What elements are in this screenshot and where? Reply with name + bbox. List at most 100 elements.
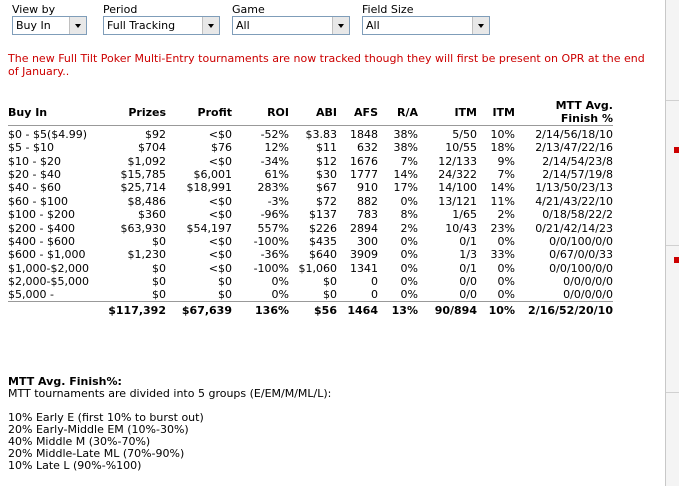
table-cell: $0 <box>218 275 232 289</box>
table-cell: $1,000-$2,000 <box>8 261 89 275</box>
table-cell: 8% <box>400 208 418 222</box>
table-cell: $15,785 <box>120 167 167 181</box>
table-cell: $60 - $100 <box>8 194 68 208</box>
table-row: $20 - $40 $15,785 $6,001 61% $30 1777 14% 24/32… <box>8 168 613 181</box>
table-cell: 3909 <box>350 248 378 262</box>
table-cell: 17% <box>393 181 418 195</box>
table-cell: <$0 <box>208 234 232 248</box>
table-row: $1,000-$2,000 $0 <$0 -100% $1,060 1341 0% 0/1 0%… <box>8 262 613 275</box>
table-cell: 4/21/43/22/10 <box>535 194 613 208</box>
table-cell: $1,230 <box>127 248 167 262</box>
table-cell: 0/21/42/14/23 <box>535 221 613 235</box>
table-cell: $0 <box>152 234 166 248</box>
table-cell: $704 <box>138 141 166 155</box>
view-by-group: View by <box>12 3 55 17</box>
col-header[interactable]: R/A <box>378 99 418 126</box>
side-panel-strip <box>666 0 679 486</box>
panel-divider <box>665 0 666 486</box>
col-header[interactable]: ABI <box>289 99 337 126</box>
table-cell: -34% <box>260 154 289 168</box>
table-cell: 632 <box>357 141 378 155</box>
table-cell: 14% <box>490 181 515 195</box>
chevron-down-icon[interactable] <box>472 17 489 34</box>
table-cell: 0% <box>400 275 418 289</box>
table-cell: $640 <box>309 248 337 262</box>
period-group: Period <box>103 3 137 17</box>
col-header[interactable]: MTT Avg. Finish % <box>515 99 613 126</box>
table-row: $5,000 - $0 $0 0% $0 0 0% 0/0 0% 0/0/0/0/0 <box>8 288 613 302</box>
table-cell: $63,930 <box>120 221 167 235</box>
table-cell: -100% <box>253 234 289 248</box>
col-header[interactable]: Buy In <box>8 99 108 126</box>
chevron-down-icon[interactable] <box>69 17 86 34</box>
table-cell: $18,991 <box>186 181 233 195</box>
table-cell: $0 <box>323 288 337 302</box>
game-select[interactable]: All <box>232 16 350 35</box>
table-cell: $3.83 <box>305 128 338 141</box>
table-cell: <$0 <box>208 261 232 275</box>
field-size-label: Field Size <box>362 3 414 16</box>
table-cell: $20 - $40 <box>8 167 61 181</box>
col-header[interactable]: AFS <box>337 99 378 126</box>
chevron-down-icon[interactable] <box>332 17 349 34</box>
table-cell: $5,000 - <box>8 288 54 302</box>
side-divider <box>666 100 679 101</box>
chevron-down-icon[interactable] <box>202 17 219 34</box>
table-cell: 2% <box>400 221 418 235</box>
table-cell: $40 - $60 <box>8 181 61 195</box>
table-cell: 0/0 <box>459 288 477 302</box>
table-cell: $0 <box>218 288 232 302</box>
legend-item: 20% Middle-Late ML (70%-90%) <box>8 447 185 460</box>
table-cell: $360 <box>138 208 166 222</box>
table-cell: 10% <box>490 128 515 141</box>
table-cell: 0/67/0/0/33 <box>549 248 613 262</box>
table-cell: 0/0 <box>459 275 477 289</box>
finish-legend: MTT Avg. Finish%: MTT tournaments are di… <box>8 376 331 472</box>
table-cell: $72 <box>316 194 337 208</box>
col-header[interactable]: ROI <box>232 99 289 126</box>
table-cell: 0/0/100/0/0 <box>549 261 613 275</box>
table-cell: 0 <box>371 288 378 302</box>
game-value: All <box>236 19 250 32</box>
view-by-value: Buy In <box>16 19 51 32</box>
table-cell: 14% <box>393 167 418 181</box>
table-cell: $400 - $600 <box>8 234 75 248</box>
table-cell: $30 <box>316 167 337 181</box>
view-by-select[interactable]: Buy In <box>12 16 87 35</box>
side-divider <box>666 392 679 393</box>
table-cell: $0 <box>323 275 337 289</box>
table-cell: $92 <box>145 128 166 141</box>
table-cell: 882 <box>357 194 378 208</box>
table-cell: -36% <box>260 248 289 262</box>
col-header[interactable]: Prizes <box>108 99 166 126</box>
total-cell: $56 <box>289 301 337 318</box>
table-cell: 18% <box>490 141 515 155</box>
period-value: Full Tracking <box>107 19 176 32</box>
table-cell: -96% <box>260 208 289 222</box>
col-header[interactable]: Profit <box>166 99 232 126</box>
table-cell: 1/65 <box>452 208 477 222</box>
table-cell: 61% <box>264 167 289 181</box>
table-cell: $54,197 <box>186 221 233 235</box>
table-cell: 0/0/0/0/0 <box>563 288 613 302</box>
table-cell: 0% <box>271 288 289 302</box>
table-cell: $2,000-$5,000 <box>8 275 89 289</box>
period-select[interactable]: Full Tracking <box>103 16 220 35</box>
col-header[interactable]: ITM <box>418 99 477 126</box>
table-cell: $6,001 <box>193 167 233 181</box>
table-cell: $226 <box>309 221 337 235</box>
col-header[interactable]: ITM <box>477 99 515 126</box>
buyin-stats-table: Buy In Prizes Profit ROI ABI AFS R/A ITM… <box>8 99 613 318</box>
table-cell: 2/14/56/18/10 <box>535 128 613 141</box>
total-cell: 136% <box>232 301 289 318</box>
table-cell: $12 <box>316 154 337 168</box>
table-cell: 1777 <box>350 167 378 181</box>
field-size-select[interactable]: All <box>362 16 490 35</box>
table-cell: $600 - $1,000 <box>8 248 86 262</box>
table-cell: 0% <box>497 288 515 302</box>
table-cell: $137 <box>309 208 337 222</box>
field-size-value: All <box>366 19 380 32</box>
period-label: Period <box>103 3 138 16</box>
game-group: Game <box>232 3 265 17</box>
table-row: $10 - $20 $1,092 <$0 -34% $12 1676 7% 12/133 9% 2… <box>8 154 613 168</box>
